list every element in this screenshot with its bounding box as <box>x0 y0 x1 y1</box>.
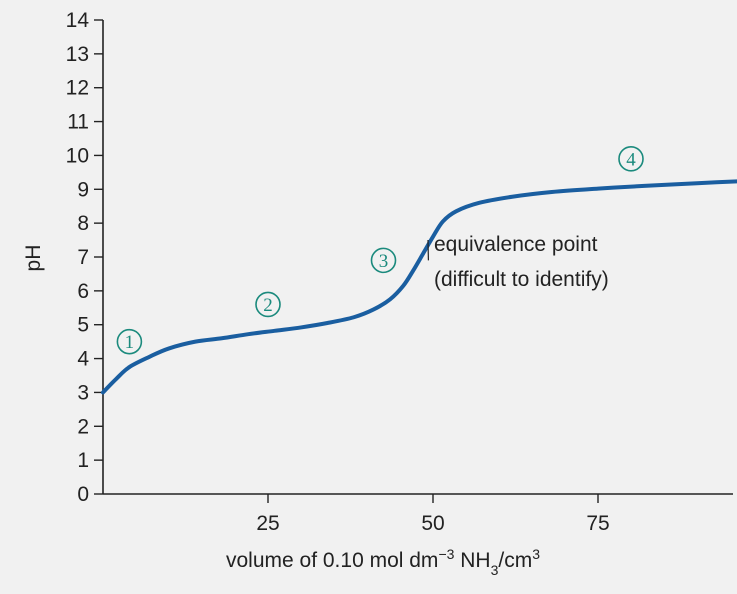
y-tick-label: 7 <box>77 246 89 269</box>
y-tick-label: 8 <box>77 212 89 235</box>
x-tick-label: 75 <box>586 512 609 535</box>
x-title-unit-exponent: 3 <box>532 546 540 562</box>
region-marker-4: 4 <box>618 146 644 172</box>
y-tick-label: 13 <box>66 43 89 66</box>
x-title-prefix: volume of 0.10 mol dm <box>226 549 438 572</box>
y-tick-label: 0 <box>77 483 89 506</box>
x-tick-label: 25 <box>256 512 279 535</box>
axes <box>102 20 733 495</box>
annotation-text-line-2: (difficult to identify) <box>434 268 609 291</box>
region-marker-1: 1 <box>116 328 143 355</box>
x-title-exponent: −3 <box>438 546 454 562</box>
y-tick-label: 5 <box>77 314 89 337</box>
y-tick-label: 12 <box>66 77 89 100</box>
marker-number: 1 <box>125 332 135 353</box>
x-title-formula: NH <box>454 549 490 572</box>
x-title-subscript: 3 <box>491 562 499 578</box>
y-tick-label: 2 <box>77 415 89 438</box>
marker-number: 4 <box>626 149 636 170</box>
y-tick-label: 14 <box>66 9 90 32</box>
y-tick-label: 6 <box>77 280 89 303</box>
y-tick-label: 11 <box>67 111 89 134</box>
y-tick-label: 1 <box>77 449 89 472</box>
x-tick-label: 50 <box>421 512 444 535</box>
marker-number: 3 <box>379 251 389 272</box>
x-title-unit: /cm <box>498 549 532 572</box>
y-axis-title: pH <box>22 245 45 272</box>
region-markers: 1 2 3 4 <box>116 146 644 355</box>
y-tick-label: 3 <box>77 381 89 404</box>
marker-circle <box>370 247 397 274</box>
y-tick-label: 4 <box>77 348 89 371</box>
ph-curve-line <box>101 179 737 395</box>
annotation-text-line-1: equivalence point <box>434 233 598 256</box>
x-axis-title: volume of 0.10 mol dm−3 NH3/cm3 <box>226 546 540 578</box>
region-marker-2: 2 <box>255 291 281 318</box>
marker-circle <box>116 328 143 355</box>
marker-circle <box>618 146 644 172</box>
y-tick-label: 9 <box>77 178 89 201</box>
equivalence-annotation: equivalence point (difficult to identify… <box>427 233 609 291</box>
region-marker-3: 3 <box>370 247 397 274</box>
x-ticks: 25 50 75 <box>256 494 610 535</box>
y-tick-label: 10 <box>66 144 89 167</box>
marker-number: 2 <box>263 295 273 316</box>
marker-circle <box>255 291 281 318</box>
